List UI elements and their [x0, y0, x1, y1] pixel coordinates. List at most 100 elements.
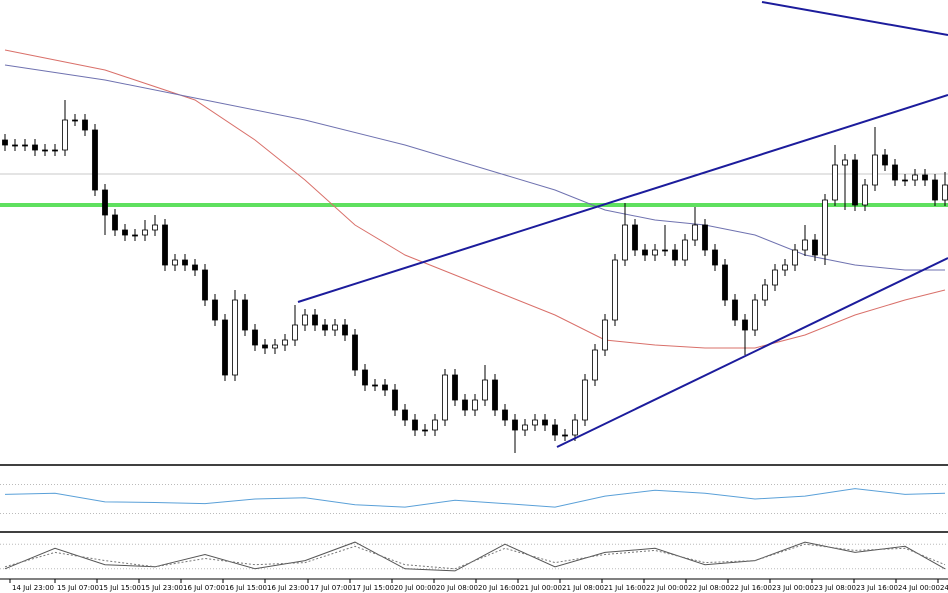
x-tick-label: 16 Jul 23:00: [267, 584, 309, 592]
candle-body: [732, 299, 738, 321]
indicator-line: [4, 543, 946, 570]
candle-body: [222, 319, 228, 376]
candle-body: [642, 249, 648, 256]
x-tick-label: 22 Jul 16:00: [730, 584, 772, 592]
candle-body: [602, 319, 608, 351]
candle-body: [822, 199, 828, 256]
candle-body: [72, 119, 78, 122]
candle-body: [432, 419, 438, 431]
trend-line: [297, 94, 948, 303]
candle-body: [552, 424, 558, 436]
x-tick-label: 14 Jul 23:00: [12, 584, 54, 592]
candle-body: [42, 149, 48, 152]
candle-body: [632, 224, 638, 251]
x-tick-label: 15 Jul 07:00: [57, 584, 99, 592]
candle-body: [832, 164, 838, 201]
candle-body: [672, 249, 678, 261]
candle-body: [452, 374, 458, 401]
candle-body: [152, 224, 158, 231]
indicator-line: [4, 541, 946, 572]
candle-body: [262, 344, 268, 349]
candle-body: [572, 419, 578, 436]
x-tick-label: 16 Jul 15:00: [225, 584, 267, 592]
candle-body: [142, 229, 148, 236]
candle-body: [722, 264, 728, 301]
x-tick-label: 15 Jul 15:00: [99, 584, 141, 592]
candle-body: [252, 329, 258, 346]
candle-body: [362, 369, 368, 386]
candle-body: [172, 259, 178, 266]
candle-body: [32, 144, 38, 151]
x-tick-label: 21 Jul 08:00: [562, 584, 604, 592]
candle-body: [92, 129, 98, 191]
x-tick-label: 17 Jul 15:00: [352, 584, 394, 592]
candle-body: [652, 249, 658, 256]
candle-body: [422, 429, 428, 432]
x-tick-label: 22 Jul 08:00: [688, 584, 730, 592]
candle-body: [352, 334, 358, 371]
candle-body: [392, 389, 398, 411]
candle-body: [52, 149, 58, 152]
candle-body: [792, 249, 798, 266]
candle-body: [782, 264, 788, 271]
candle-body: [812, 239, 818, 256]
candle-body: [882, 154, 888, 166]
candle-body: [12, 144, 18, 147]
candle-body: [612, 259, 618, 321]
trend-line: [556, 257, 948, 448]
candle-body: [122, 229, 128, 236]
candle-body: [902, 179, 908, 182]
candle-body: [472, 399, 478, 411]
candle-body: [892, 164, 898, 181]
candle-body: [372, 384, 378, 387]
candle-body: [712, 249, 718, 266]
candle-body: [2, 139, 8, 146]
x-tick-label: 21 Jul 16:00: [604, 584, 646, 592]
candle-body: [742, 319, 748, 331]
candle-body: [302, 314, 308, 326]
candle-body: [292, 324, 298, 341]
x-tick-label: 17 Jul 07:00: [310, 584, 352, 592]
candle-body: [382, 384, 388, 391]
x-tick-label: 24 Jul 08:00: [940, 584, 948, 592]
candle-body: [132, 234, 138, 237]
moving-average: [4, 49, 946, 349]
x-tick-label: 22 Jul 00:00: [646, 584, 688, 592]
candle-body: [592, 349, 598, 381]
candle-body: [342, 324, 348, 336]
candle-body: [162, 224, 168, 266]
candle-body: [482, 379, 488, 401]
candle-body: [202, 269, 208, 301]
x-tick-label: 24 Jul 00:00: [898, 584, 940, 592]
candle-body: [82, 119, 88, 131]
candle-body: [322, 324, 328, 331]
candle-body: [702, 224, 708, 251]
candle-body: [512, 419, 518, 431]
candle-body: [862, 184, 868, 206]
candle-body: [492, 379, 498, 411]
candle-body: [402, 409, 408, 421]
candle-body: [272, 344, 278, 349]
candle-body: [682, 239, 688, 261]
x-tick-label: 23 Jul 00:00: [772, 584, 814, 592]
candle-body: [522, 424, 528, 431]
candle-body: [192, 264, 198, 271]
candle-body: [912, 174, 918, 181]
candle-body: [752, 299, 758, 331]
candle-body: [532, 419, 538, 426]
x-tick-label: 20 Jul 16:00: [478, 584, 520, 592]
candle-body: [762, 284, 768, 301]
x-tick-label: 23 Jul 16:00: [856, 584, 898, 592]
candle-body: [212, 299, 218, 321]
x-tick-label: 20 Jul 00:00: [394, 584, 436, 592]
trend-line: [761, 1, 948, 36]
candle-body: [872, 154, 878, 186]
x-tick-label: 15 Jul 23:00: [141, 584, 183, 592]
x-tick-label: 20 Jul 08:00: [436, 584, 478, 592]
candle-body: [332, 324, 338, 331]
candle-body: [562, 434, 568, 437]
candle-body: [852, 159, 858, 206]
candle-body: [112, 214, 118, 231]
